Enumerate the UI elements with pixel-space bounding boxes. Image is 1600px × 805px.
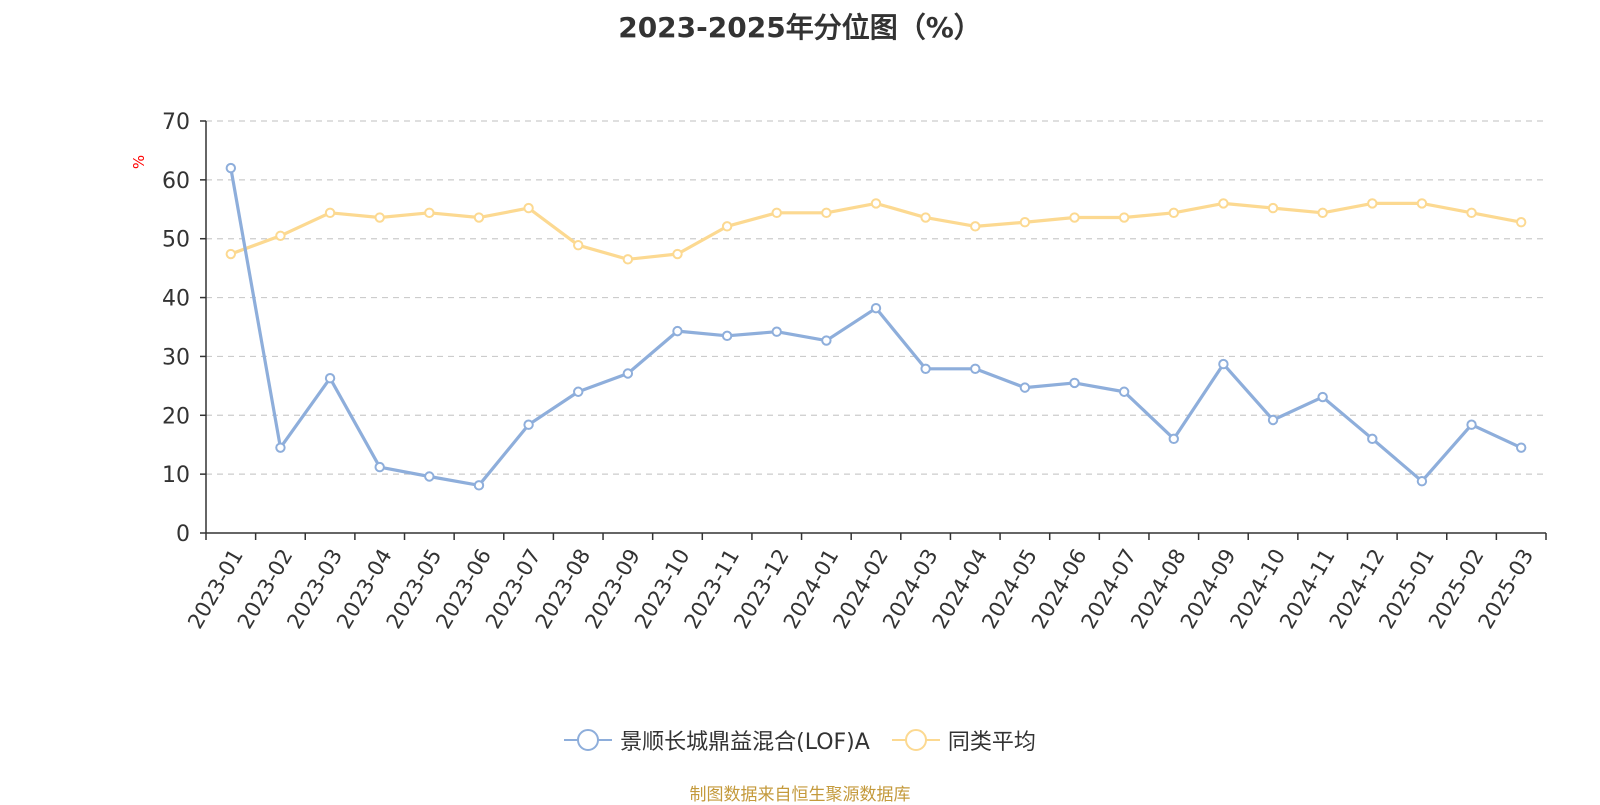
data-point bbox=[225, 162, 237, 174]
data-point bbox=[275, 230, 286, 241]
y-tick-label: 70 bbox=[162, 110, 190, 135]
data-point bbox=[821, 335, 832, 346]
data-point bbox=[1367, 433, 1378, 445]
data-point bbox=[870, 198, 882, 209]
data-point bbox=[1466, 419, 1477, 430]
data-point bbox=[275, 442, 286, 453]
data-point bbox=[1118, 212, 1130, 223]
data-point bbox=[523, 202, 534, 214]
data-point bbox=[473, 212, 485, 223]
data-point bbox=[1168, 207, 1179, 219]
data-point bbox=[721, 221, 733, 232]
data-point bbox=[1118, 386, 1130, 397]
data-point bbox=[970, 363, 981, 374]
legend-item[interactable]: 同类平均 bbox=[891, 724, 1036, 756]
y-tick-label: 30 bbox=[162, 345, 190, 370]
y-tick-label: 60 bbox=[162, 169, 190, 194]
data-point bbox=[1317, 391, 1328, 403]
axis-layer: 0102030405060702023-012023-022023-032023… bbox=[162, 110, 1547, 633]
data-point bbox=[622, 254, 634, 265]
data-point bbox=[821, 207, 832, 219]
data-point bbox=[1019, 382, 1031, 393]
data-point bbox=[324, 373, 336, 384]
data-point bbox=[1367, 198, 1378, 209]
y-tick-label: 40 bbox=[162, 287, 190, 312]
data-point bbox=[324, 207, 336, 219]
data-point bbox=[424, 471, 435, 482]
data-point bbox=[1069, 212, 1080, 223]
legend: 景顺长城鼎益混合(LOF)A 同类平均 bbox=[0, 724, 1600, 756]
data-point bbox=[523, 419, 534, 430]
data-point bbox=[771, 207, 782, 219]
data-point bbox=[721, 330, 733, 342]
data-point bbox=[374, 212, 385, 223]
chart-title: 2023-2025年分位图（%） bbox=[618, 11, 982, 44]
data-point bbox=[672, 248, 683, 260]
y-tick-label: 20 bbox=[162, 404, 190, 429]
data-point bbox=[1515, 217, 1527, 228]
data-point bbox=[1515, 442, 1527, 453]
data-point bbox=[374, 461, 385, 473]
data-point bbox=[1069, 377, 1080, 389]
y-tick-label: 0 bbox=[176, 522, 190, 547]
data-point bbox=[622, 368, 634, 379]
legend-swatch-icon bbox=[564, 729, 613, 751]
data-point bbox=[1218, 198, 1229, 209]
data-point bbox=[1416, 476, 1428, 487]
data-point bbox=[1416, 198, 1428, 209]
y-tick-label: 50 bbox=[162, 228, 190, 253]
legend-swatch-icon bbox=[891, 729, 940, 751]
data-point bbox=[1168, 433, 1179, 445]
source-note: 制图数据来自恒生聚源数据库 bbox=[689, 785, 911, 805]
data-point bbox=[920, 212, 931, 223]
data-point bbox=[771, 326, 782, 337]
data-point bbox=[573, 239, 584, 251]
legend-label: 同类平均 bbox=[947, 730, 1036, 755]
data-point bbox=[672, 325, 683, 337]
series-layer bbox=[225, 162, 1527, 491]
data-point bbox=[870, 302, 882, 314]
series-line bbox=[229, 166, 1523, 487]
data-point bbox=[1317, 207, 1328, 219]
data-point bbox=[1267, 202, 1279, 214]
grid-layer bbox=[206, 120, 1546, 475]
data-point bbox=[920, 363, 931, 374]
data-point bbox=[1019, 217, 1031, 228]
data-point bbox=[1218, 358, 1229, 370]
data-point bbox=[573, 386, 584, 397]
data-point bbox=[1466, 207, 1477, 219]
data-point bbox=[424, 207, 435, 219]
data-point bbox=[473, 480, 485, 491]
legend-label: 景顺长城鼎益混合(LOF)A bbox=[620, 730, 870, 755]
legend-item[interactable]: 景顺长城鼎益混合(LOF)A bbox=[564, 724, 870, 756]
y-axis-label: % bbox=[130, 155, 148, 169]
data-point bbox=[970, 221, 981, 232]
y-tick-label: 10 bbox=[162, 463, 190, 488]
data-point bbox=[225, 248, 237, 260]
data-point bbox=[1267, 414, 1279, 426]
